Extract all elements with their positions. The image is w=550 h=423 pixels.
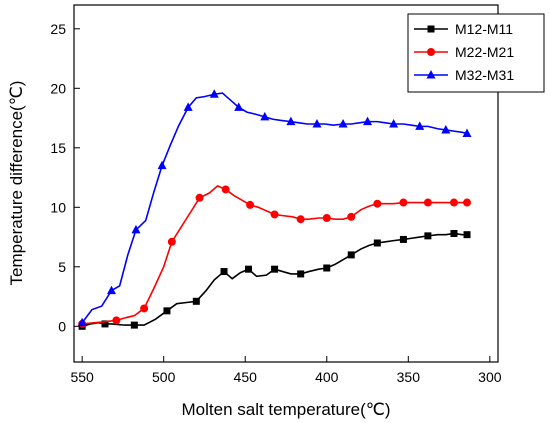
- x-axis-label: Molten salt temperature(℃): [182, 400, 391, 419]
- data-point: [323, 264, 331, 272]
- legend-item-3: M32-M31: [414, 67, 514, 83]
- data-point: [322, 214, 331, 223]
- legend-item-1: M12-M11: [414, 21, 513, 37]
- data-point: [271, 265, 279, 273]
- data-point: [297, 270, 305, 278]
- data-point: [101, 320, 109, 328]
- legend-item-2: M22-M21: [414, 44, 514, 60]
- x-tick-label: 550: [70, 369, 94, 385]
- data-point: [77, 317, 87, 327]
- data-point: [462, 128, 472, 138]
- series-line: [81, 92, 468, 324]
- data-point: [246, 200, 255, 209]
- data-point: [234, 102, 244, 111]
- data-point: [347, 212, 356, 221]
- data-point: [270, 210, 279, 219]
- data-point: [131, 224, 141, 234]
- data-point: [415, 121, 425, 130]
- series-2: [78, 184, 472, 328]
- legend: M12-M11 M22-M21 M32-M31: [407, 13, 545, 93]
- legend-label: M32-M31: [455, 67, 514, 83]
- data-point: [157, 160, 167, 170]
- data-point: [373, 199, 382, 208]
- series-layer: [77, 89, 472, 330]
- data-point: [399, 235, 407, 243]
- series-3: [77, 89, 472, 327]
- y-axis: 0 5 10 15 20 25: [50, 21, 80, 334]
- y-tick-label: 0: [58, 318, 66, 334]
- series-line: [81, 232, 468, 328]
- x-axis: 550 500 450 400 350 300: [70, 356, 502, 385]
- data-point: [209, 89, 219, 98]
- data-point: [312, 119, 322, 128]
- y-tick-label: 5: [58, 259, 66, 275]
- data-point: [296, 215, 305, 224]
- data-point: [449, 198, 458, 207]
- data-point: [286, 116, 296, 126]
- data-point: [140, 304, 149, 313]
- data-point: [423, 198, 432, 207]
- data-point: [399, 198, 408, 207]
- data-point: [389, 119, 399, 128]
- y-tick-label: 10: [50, 199, 66, 215]
- data-point: [260, 111, 270, 121]
- data-point: [130, 321, 138, 329]
- data-point: [463, 198, 472, 207]
- data-point: [450, 229, 458, 237]
- series-1: [78, 229, 471, 330]
- legend-label: M12-M11: [455, 21, 513, 37]
- legend-marker: [427, 48, 435, 56]
- data-point: [363, 116, 373, 126]
- data-point: [163, 307, 171, 315]
- data-point: [221, 185, 230, 194]
- x-tick-label: 350: [397, 369, 421, 385]
- data-point: [441, 124, 451, 134]
- data-point: [183, 102, 193, 111]
- y-tick-label: 15: [50, 140, 66, 156]
- data-point: [463, 231, 471, 239]
- legend-marker: [427, 25, 435, 33]
- data-point: [195, 193, 204, 202]
- data-point: [373, 239, 381, 247]
- data-point: [424, 232, 432, 240]
- data-point: [107, 285, 117, 295]
- data-point: [167, 237, 176, 246]
- x-tick-label: 500: [152, 369, 176, 385]
- data-point: [112, 316, 121, 325]
- y-tick-label: 25: [50, 21, 66, 37]
- plot-area-frame: [73, 4, 499, 363]
- series-line: [82, 184, 468, 325]
- data-point: [220, 268, 228, 276]
- y-axis-label: Temperature difference(℃): [7, 81, 26, 286]
- x-tick-label: 450: [234, 369, 258, 385]
- legend-marker: [426, 70, 436, 79]
- x-tick-label: 400: [315, 369, 339, 385]
- legend-label: M22-M21: [455, 44, 514, 60]
- y-tick-label: 20: [50, 80, 66, 96]
- x-tick-label: 300: [478, 369, 502, 385]
- data-point: [338, 119, 348, 128]
- data-point: [244, 265, 252, 273]
- data-point: [347, 251, 355, 259]
- data-point: [192, 297, 200, 305]
